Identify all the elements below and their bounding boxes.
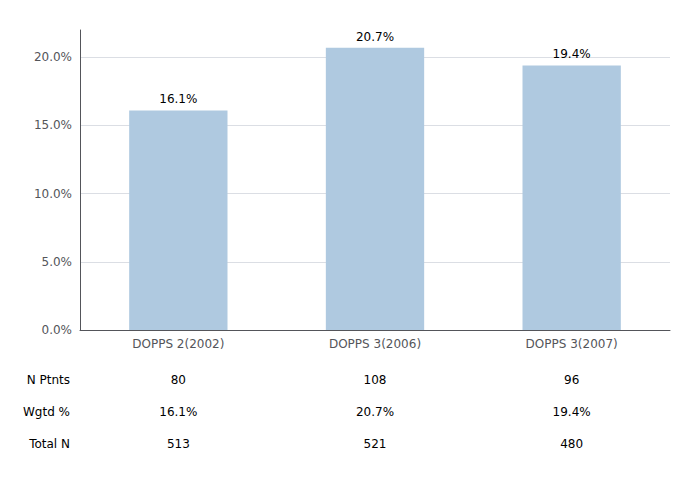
svg-text:521: 521 bbox=[364, 437, 387, 451]
svg-text:80: 80 bbox=[171, 373, 186, 387]
svg-text:DOPPS 3(2006): DOPPS 3(2006) bbox=[329, 337, 421, 351]
svg-text:10.0%: 10.0% bbox=[34, 187, 72, 201]
svg-text:19.4%: 19.4% bbox=[553, 405, 591, 419]
svg-text:Total N: Total N bbox=[28, 437, 70, 451]
svg-text:0.0%: 0.0% bbox=[42, 323, 73, 337]
svg-text:108: 108 bbox=[364, 373, 387, 387]
svg-text:19.4%: 19.4% bbox=[553, 47, 591, 61]
svg-text:DOPPS 2(2002): DOPPS 2(2002) bbox=[132, 337, 224, 351]
svg-text:5.0%: 5.0% bbox=[42, 255, 73, 269]
svg-text:20.7%: 20.7% bbox=[356, 405, 394, 419]
svg-text:513: 513 bbox=[167, 437, 190, 451]
svg-text:DOPPS 3(2007): DOPPS 3(2007) bbox=[526, 337, 618, 351]
svg-text:16.1%: 16.1% bbox=[159, 405, 197, 419]
svg-text:480: 480 bbox=[560, 437, 583, 451]
svg-text:96: 96 bbox=[564, 373, 579, 387]
svg-text:Wgtd %: Wgtd % bbox=[23, 405, 70, 419]
svg-text:16.1%: 16.1% bbox=[159, 92, 197, 106]
svg-text:N Ptnts: N Ptnts bbox=[27, 373, 70, 387]
svg-text:20.0%: 20.0% bbox=[34, 50, 72, 64]
svg-text:20.7%: 20.7% bbox=[356, 30, 394, 44]
svg-text:15.0%: 15.0% bbox=[34, 118, 72, 132]
